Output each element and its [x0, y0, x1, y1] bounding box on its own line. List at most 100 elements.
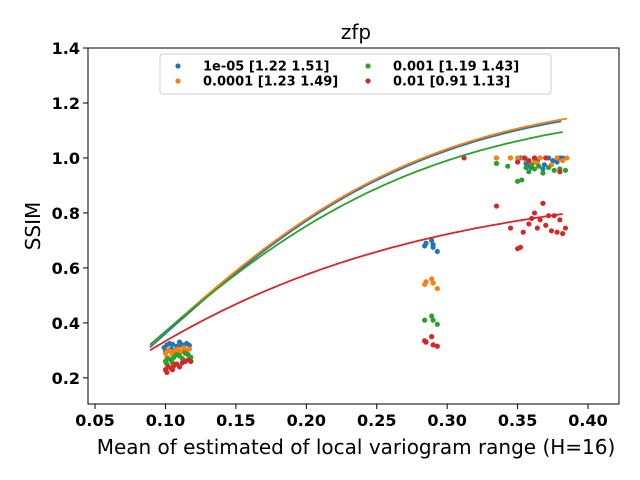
legend-marker	[365, 63, 371, 69]
data-point	[543, 222, 549, 228]
data-point	[517, 244, 524, 250]
data-point	[178, 349, 184, 355]
data-point	[551, 167, 557, 173]
data-point	[423, 279, 429, 285]
data-point	[540, 166, 546, 172]
series-layer	[149, 117, 570, 375]
data-point	[430, 317, 436, 323]
data-point	[434, 321, 440, 327]
data-point	[430, 342, 436, 348]
fit-curve-2	[149, 117, 568, 347]
legend-label: 0.01 [0.91 1.13]	[393, 75, 510, 90]
fit-curve-4	[149, 213, 563, 352]
y-axis: 0.2 0.4 0.6 0.8 1.0 1.2 1.4	[52, 39, 88, 388]
data-point	[541, 162, 547, 168]
data-point	[536, 163, 542, 169]
data-point	[519, 177, 525, 183]
data-point	[429, 334, 435, 340]
data-point	[534, 225, 540, 231]
y-axis-title: SSIM	[21, 202, 45, 251]
data-point	[493, 155, 500, 161]
legend-label: 1e-05 [1.22 1.51]	[203, 60, 329, 75]
data-point	[161, 345, 167, 351]
x-axis-title: Mean of estimated of local variogram ran…	[97, 435, 616, 459]
data-point	[514, 159, 521, 165]
data-point	[545, 164, 552, 171]
y-tick-label: 0.4	[52, 314, 80, 333]
x-tick-label: 0.15	[216, 411, 255, 430]
chart-title: zfp	[341, 20, 371, 44]
legend-marker	[365, 78, 371, 84]
data-point	[423, 339, 429, 345]
y-tick-label: 0.8	[52, 204, 80, 223]
data-point	[461, 155, 467, 161]
data-point	[560, 158, 566, 164]
y-tick-label: 1.2	[52, 94, 80, 113]
data-point	[514, 178, 521, 184]
fit-curve-1	[149, 120, 562, 348]
y-tick-label: 1.4	[52, 39, 80, 58]
data-point	[562, 225, 569, 231]
data-point	[169, 341, 176, 347]
data-point	[557, 169, 563, 175]
data-point	[560, 230, 566, 237]
data-point	[548, 228, 554, 234]
data-point	[434, 248, 440, 255]
data-point	[188, 358, 194, 364]
data-point	[550, 158, 556, 164]
legend-marker	[175, 78, 181, 84]
data-point	[176, 364, 183, 370]
data-point	[526, 158, 532, 164]
data-point	[554, 229, 560, 235]
data-point	[422, 317, 428, 323]
data-point	[537, 155, 543, 161]
data-point	[554, 155, 560, 161]
data-point	[526, 221, 532, 227]
data-point	[514, 155, 521, 161]
data-point	[164, 369, 170, 375]
legend-marker	[175, 63, 181, 69]
data-point	[557, 217, 563, 223]
legend-label: 0.001 [1.19 1.43]	[393, 60, 519, 75]
data-point	[526, 169, 532, 175]
data-point	[507, 225, 514, 231]
data-point	[429, 276, 435, 282]
x-tick-label: 0.20	[287, 411, 326, 430]
data-point	[531, 210, 538, 216]
data-point	[520, 229, 526, 235]
x-tick-label: 0.30	[427, 411, 466, 430]
data-point	[564, 155, 570, 161]
data-point	[430, 244, 436, 250]
x-tick-label: 0.25	[357, 411, 396, 430]
data-point	[493, 203, 500, 209]
data-point	[543, 155, 549, 161]
series-3	[162, 160, 569, 367]
data-point	[423, 240, 429, 246]
data-point	[186, 346, 193, 352]
data-point	[493, 160, 500, 167]
x-axis: 0.05 0.10 0.15 0.20 0.25 0.30 0.35 0.40	[75, 404, 608, 430]
series-4	[162, 155, 569, 375]
data-point	[434, 343, 440, 349]
y-tick-label: 1.0	[52, 149, 80, 168]
data-point	[554, 159, 560, 165]
legend-box	[159, 53, 552, 95]
x-tick-label: 0.05	[75, 411, 114, 430]
data-point	[429, 313, 435, 319]
data-point	[529, 162, 535, 168]
data-point	[562, 167, 569, 173]
x-tick-label: 0.40	[568, 411, 607, 430]
y-tick-label: 0.2	[52, 369, 80, 388]
data-point	[537, 217, 543, 223]
data-point	[523, 164, 529, 171]
y-tick-label: 0.6	[52, 259, 80, 278]
fit-curve-3	[149, 131, 563, 346]
x-tick-label: 0.35	[498, 411, 537, 430]
plot-frame	[87, 47, 620, 405]
x-tick-label: 0.10	[146, 411, 185, 430]
data-point	[507, 155, 514, 161]
data-point	[434, 285, 440, 292]
data-point	[169, 367, 176, 373]
data-point	[522, 155, 528, 161]
